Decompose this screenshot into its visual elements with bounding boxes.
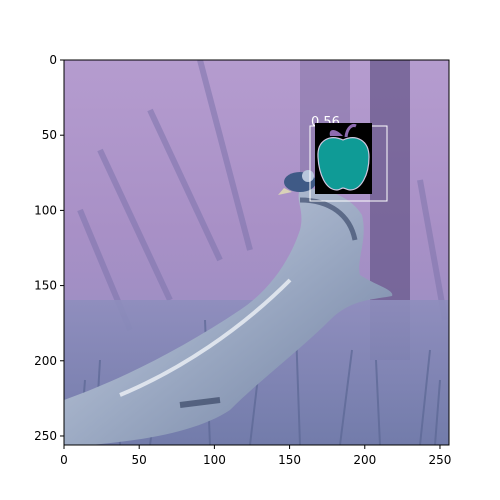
apple-icon <box>315 123 372 194</box>
x-tick-label: 50 <box>132 453 147 467</box>
x-tick-label: 0 <box>60 453 68 467</box>
y-tick-label: 250 <box>34 429 57 443</box>
x-axis: 0 50 100 150 200 250 <box>60 445 451 467</box>
x-tick-label: 100 <box>203 453 226 467</box>
photo <box>64 60 449 445</box>
y-tick-label: 200 <box>34 354 57 368</box>
x-tick-label: 150 <box>278 453 301 467</box>
x-tick-label: 250 <box>429 453 452 467</box>
y-tick-label: 50 <box>42 128 57 142</box>
y-tick-label: 150 <box>34 279 57 293</box>
x-tick-label: 200 <box>353 453 376 467</box>
plot-frame <box>63 59 450 446</box>
y-axis: 0 50 100 150 200 250 <box>34 53 64 443</box>
y-tick-label: 0 <box>49 53 57 67</box>
y-tick-label: 100 <box>34 203 57 217</box>
